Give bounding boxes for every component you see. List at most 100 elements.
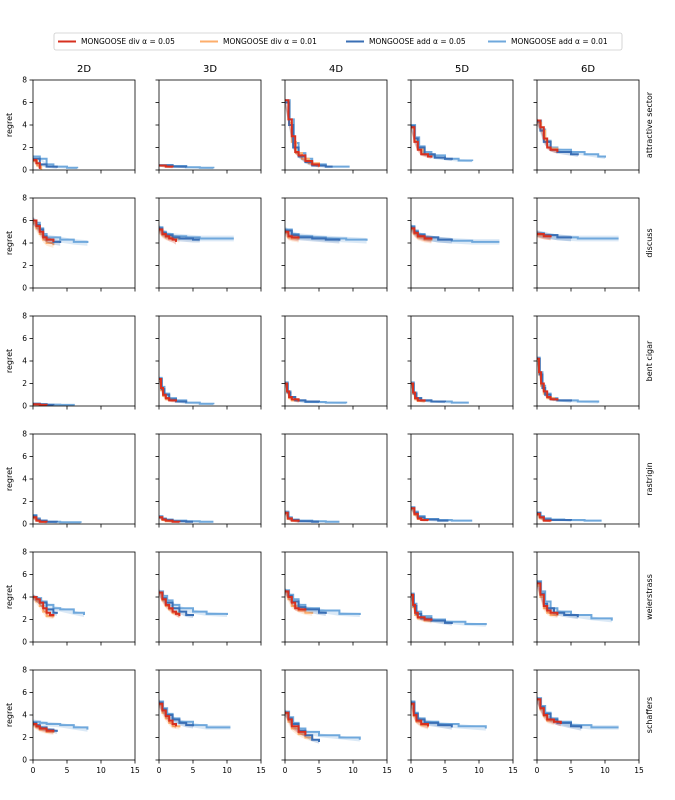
series-line-div_005 <box>285 382 300 402</box>
panel-background <box>159 670 261 760</box>
legend-box <box>53 32 623 51</box>
series-line-div_005 <box>159 228 177 242</box>
y-tick-label: 8 <box>22 430 27 439</box>
panel-3-1 <box>155 433 262 528</box>
panel-4-0: 0 2 4 6 8 <box>22 548 136 647</box>
series-line-div_005 <box>285 711 307 736</box>
panel-2-2 <box>281 315 388 410</box>
panel-1-4 <box>533 197 640 292</box>
column-title: 5D <box>455 64 469 75</box>
series-line-add_005 <box>411 593 453 624</box>
series-band-div_005 <box>411 591 432 623</box>
row-label: bent cigar <box>645 340 654 381</box>
series-line-add_001 <box>411 124 474 162</box>
y-tick-label: 8 <box>22 548 27 557</box>
x-tick-label: 5 <box>569 766 574 775</box>
series-band-div_005 <box>33 216 54 245</box>
y-tick-label: 8 <box>22 76 27 85</box>
panel-1-1 <box>155 197 262 292</box>
series-line-add_001 <box>33 720 89 730</box>
row-label: weierstrass <box>645 574 654 620</box>
row-label: rastrigin <box>645 462 654 495</box>
x-tick-label: 0 <box>31 766 36 775</box>
series-line-div_005 <box>159 702 177 727</box>
series-band-add_001 <box>537 577 612 623</box>
y-tick-label: 2 <box>22 261 27 270</box>
x-tick-label: 5 <box>443 766 448 775</box>
x-tick-label: 10 <box>474 766 484 775</box>
y-tick-label: 8 <box>22 312 27 321</box>
panel-background <box>33 434 135 524</box>
panel-0-2 <box>281 79 388 174</box>
series-line-div_005 <box>537 512 552 522</box>
panel-background <box>285 316 387 406</box>
y-tick-label: 2 <box>22 615 27 624</box>
column-title: 2D <box>77 64 91 75</box>
y-tick-label: 4 <box>22 475 27 484</box>
panel-2-0: 0 2 4 6 8 <box>22 312 136 411</box>
panel-background <box>537 670 639 760</box>
series-line-add_005 <box>33 157 58 168</box>
series-line-div_005 <box>285 590 307 611</box>
legend-label-div_001: MONGOOSE div α = 0.01 <box>223 37 317 46</box>
series-line-div_005 <box>33 403 48 406</box>
series-line-div_005 <box>33 723 55 732</box>
panel-background <box>285 552 387 642</box>
panel-2-4 <box>533 315 640 410</box>
series-line-div_005 <box>537 357 559 401</box>
panel-3-2 <box>281 433 388 528</box>
series-line-div_005 <box>159 164 174 168</box>
panel-background <box>159 434 261 524</box>
x-tick-label: 15 <box>634 766 644 775</box>
series-line-div_005 <box>411 507 429 522</box>
y-tick-label: 6 <box>22 452 27 461</box>
row-label: schaffers <box>645 697 654 733</box>
y-tick-label: 2 <box>22 379 27 388</box>
panel-grid: 2D 3D 4D 5D 6D attractive sector regret 0 2 4 6 8 di… <box>5 64 654 775</box>
series-band-add_001 <box>411 222 500 245</box>
series-band-div_001 <box>159 590 180 619</box>
series-line-add_001 <box>33 219 89 243</box>
y-tick-label: 6 <box>22 688 27 697</box>
panel-4-1 <box>155 551 262 646</box>
panel-3-0: 0 2 4 6 8 <box>22 430 136 529</box>
panel-0-4 <box>533 79 640 174</box>
panel-background <box>411 552 513 642</box>
y-tick-label: 0 <box>22 284 27 293</box>
series-line-div_005 <box>537 119 559 152</box>
series-line-div_005 <box>285 99 320 167</box>
panel-background <box>33 80 135 170</box>
panel-0-0: 0 2 4 6 8 <box>22 76 136 175</box>
series-line-div_005 <box>33 219 55 242</box>
series-line-div_005 <box>537 698 562 724</box>
column-title: 4D <box>329 64 343 75</box>
series-line-add_005 <box>537 357 572 402</box>
y-tick-label: 4 <box>22 121 27 130</box>
y-tick-label: 2 <box>22 497 27 506</box>
panel-background <box>159 198 261 288</box>
panel-background <box>285 670 387 760</box>
y-axis-label: regret <box>5 467 14 491</box>
panel-1-0: 0 2 4 6 8 <box>22 194 136 293</box>
series-line-div_005 <box>411 702 429 727</box>
y-tick-label: 0 <box>22 756 27 765</box>
series-line-div_005 <box>411 227 433 240</box>
y-tick-label: 8 <box>22 666 27 675</box>
x-tick-label: 15 <box>508 766 518 775</box>
panel-background <box>159 552 261 642</box>
legend: MONGOOSE div α = 0.05 MONGOOSE div α = 0.… <box>53 32 623 51</box>
panel-0-3 <box>407 79 514 174</box>
y-tick-label: 0 <box>22 402 27 411</box>
x-tick-label: 15 <box>382 766 392 775</box>
x-tick-label: 0 <box>409 766 414 775</box>
panel-background <box>411 670 513 760</box>
column-title: 3D <box>203 64 217 75</box>
series-line-add_001 <box>537 580 613 621</box>
legend-label-add_005: MONGOOSE add α = 0.05 <box>369 37 466 46</box>
panel-0-1 <box>155 79 262 174</box>
y-tick-label: 6 <box>22 216 27 225</box>
y-axis-label: regret <box>5 231 14 255</box>
y-axis-label: regret <box>5 349 14 373</box>
y-tick-label: 6 <box>22 334 27 343</box>
panel-5-4: 0 5 10 15 <box>533 669 644 775</box>
